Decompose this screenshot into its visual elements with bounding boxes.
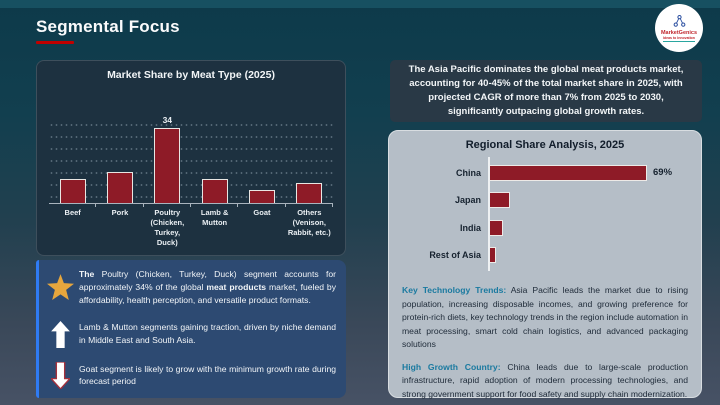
region-label: Japan — [454, 195, 481, 206]
tech-trends-paragraph: Key Technology Trends: Asia Pacific lead… — [402, 284, 688, 352]
top-strip — [0, 0, 720, 8]
growth-country-heading: High Growth Country: — [402, 361, 501, 372]
bar-5 — [296, 183, 323, 203]
header: Segmental Focus — [36, 17, 180, 44]
meat-share-chart-panel: Market Share by Meat Type (2025) 34 Beef… — [36, 60, 346, 256]
region-bar-3 — [489, 247, 496, 264]
insight-item-lamb: Lamb & Mutton segments gaining traction,… — [41, 320, 336, 348]
insight-item-goat: Goat segment is likely to grow with the … — [41, 361, 336, 389]
bar-2 — [154, 128, 181, 203]
meat-chart-x-labels: Beef Pork Poultry (Chicken, Turkey, Duck) L… — [49, 208, 333, 249]
brand-logo: MarketGenics Ideas to Innovation — [655, 4, 703, 52]
text-part: The — [79, 269, 102, 279]
insight-text: The Poultry (Chicken, Turkey, Duck) segm… — [79, 268, 336, 307]
regional-chart-title: Regional Share Analysis, 2025 — [465, 139, 625, 151]
axis-tick — [237, 203, 239, 207]
region-value-label: 69% — [653, 167, 673, 179]
insight-item-poultry: The Poultry (Chicken, Turkey, Duck) segm… — [41, 268, 336, 307]
meat-chart-title: Market Share by Meat Type (2025) — [107, 69, 275, 81]
regional-row: China 69% — [401, 159, 689, 187]
x-tick-label: Beef — [64, 208, 81, 217]
x-tick-label: Others (Venison, Rabbit, etc.) — [287, 208, 331, 238]
region-bar-1 — [489, 192, 510, 209]
down-arrow-icon — [41, 361, 79, 389]
up-arrow-icon — [41, 320, 79, 348]
page-title: Segmental Focus — [36, 17, 180, 36]
bar-0 — [59, 179, 86, 203]
regional-analysis-panel: Regional Share Analysis, 2025 China 69% Ja… — [388, 130, 702, 399]
region-bar-2 — [489, 219, 503, 236]
star-icon — [41, 274, 79, 301]
bar-3 — [201, 179, 228, 203]
tech-trends-body: Asia Pacific leads the market due to ris… — [402, 285, 689, 350]
regional-chart-rows: China 69% Japan India Rest of Asia — [401, 159, 689, 269]
x-tick-label: Pork — [111, 208, 129, 217]
x-tick-label: Lamb & Mutton — [200, 208, 229, 228]
text-part: market, fueled by affordability, health … — [79, 281, 336, 305]
molecule-icon — [673, 15, 685, 27]
logo-tagline: Ideas to Innovation — [663, 36, 695, 42]
regional-chart: China 69% Japan India Rest of Asia — [401, 157, 689, 271]
title-underline — [36, 41, 74, 44]
meat-chart-plot: 34 — [49, 115, 333, 207]
text-part: Lamb & Mutton segments gaining traction,… — [79, 322, 336, 346]
region-label: Rest of Asia — [429, 250, 481, 261]
regional-row: Rest of Asia — [401, 242, 689, 270]
region-label: India — [459, 222, 481, 233]
bar-4 — [248, 190, 275, 203]
logo-brand: MarketGenics — [660, 30, 698, 36]
axis-tick — [284, 203, 286, 207]
axis-tick — [95, 203, 97, 207]
x-tick-label: Poultry (Chicken, Turkey, Duck) — [150, 208, 185, 248]
tech-trends-heading: Key Technology Trends: — [402, 285, 507, 295]
asia-pacific-statement-box: The Asia Pacific dominates the global me… — [390, 60, 702, 122]
bar-slot — [286, 115, 333, 207]
growth-country-paragraph: High Growth Country: China leads due to … — [402, 361, 688, 402]
axis-tick — [189, 203, 191, 207]
x-tick-label: Goat — [253, 208, 271, 217]
bar-slot — [238, 115, 286, 207]
y-axis-line — [488, 157, 490, 271]
bar-value-label: 34 — [162, 115, 173, 125]
growth-country-body: China leads due to large-scale productio… — [402, 361, 688, 400]
bar-slot — [49, 115, 97, 207]
region-bar-0 — [489, 164, 647, 181]
axis-tick — [331, 203, 333, 207]
text-part: meat products — [206, 281, 267, 292]
region-label: China — [455, 167, 481, 178]
regional-row: India — [401, 214, 689, 242]
insights-box: The Poultry (Chicken, Turkey, Duck) segm… — [36, 260, 346, 398]
bar-slot — [96, 115, 144, 207]
text-part: Goat segment is likely to grow with the … — [79, 363, 336, 387]
statement-text: The Asia Pacific dominates the global me… — [408, 63, 684, 118]
bar-slot — [191, 115, 239, 207]
bar-1 — [106, 172, 133, 203]
bar-slot: 34 — [144, 115, 191, 207]
axis-tick — [142, 203, 144, 207]
regional-row: Japan — [401, 187, 689, 215]
insight-text: Goat segment is likely to grow with the … — [79, 363, 336, 389]
insight-text: Lamb & Mutton segments gaining traction,… — [79, 321, 336, 347]
text-part: Poultry (Chicken, Turkey, Duck) segment … — [79, 269, 336, 292]
